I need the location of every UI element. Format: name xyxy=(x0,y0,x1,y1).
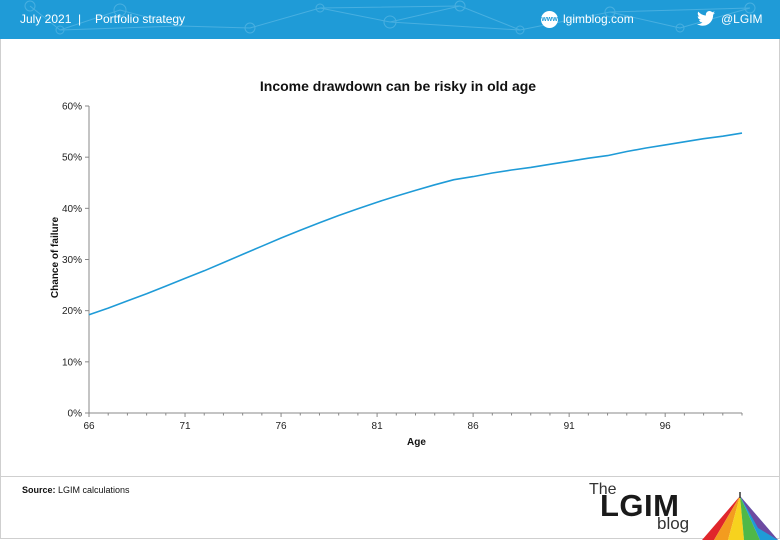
x-tick-label: 66 xyxy=(83,421,95,432)
y-tick-label: 0% xyxy=(68,409,83,420)
logo-blog-text: blog xyxy=(657,514,690,533)
x-tick-label: 71 xyxy=(179,421,191,432)
y-tick-label: 40% xyxy=(62,204,82,215)
y-tick-label: 50% xyxy=(62,153,82,164)
umbrella-logo-icon xyxy=(702,492,778,540)
x-tick-label: 96 xyxy=(660,421,672,432)
globe-icon: www xyxy=(541,11,558,28)
y-tick-label: 30% xyxy=(62,255,82,266)
x-tick-label: 86 xyxy=(468,421,480,432)
y-tick-label: 10% xyxy=(62,357,82,368)
network-pattern-decoration xyxy=(24,0,756,35)
source-text: LGIM calculations xyxy=(58,485,130,495)
logo-the-text: The xyxy=(589,481,617,498)
twitter-handle-link[interactable]: @LGIM xyxy=(721,12,763,26)
line-chart: 0% 10% 20% 30% 40% 50% 60% 66 71 76 81 86 91 96 Age Cha… xyxy=(50,102,743,448)
y-tick-label: 60% xyxy=(62,102,82,113)
header-banner: July 2021 | Portfolio strategy www lgimb… xyxy=(0,0,780,39)
twitter-icon[interactable] xyxy=(697,11,715,26)
site-link[interactable]: lgimblog.com xyxy=(563,12,634,26)
footer-divider xyxy=(0,476,780,477)
x-tick-label: 81 xyxy=(372,421,384,432)
header-separator: | xyxy=(78,12,82,26)
y-tick-label: 20% xyxy=(62,306,82,317)
logo-lgim-text: LGIM xyxy=(600,488,680,523)
chart-title: Income drawdown can be risky in old age xyxy=(259,78,537,94)
y-axis-label: Chance of failure xyxy=(50,217,61,299)
x-tick-label: 76 xyxy=(275,421,287,432)
header-section-link[interactable]: Portfolio strategy xyxy=(95,12,186,26)
source-label: Source: xyxy=(22,485,56,495)
series-line-chance-of-failure xyxy=(88,132,743,316)
source-note: Source: LGIM calculations xyxy=(22,485,130,495)
header-date: July 2021 xyxy=(20,12,72,26)
x-axis-label: Age xyxy=(407,437,426,448)
x-tick-label: 91 xyxy=(564,421,576,432)
